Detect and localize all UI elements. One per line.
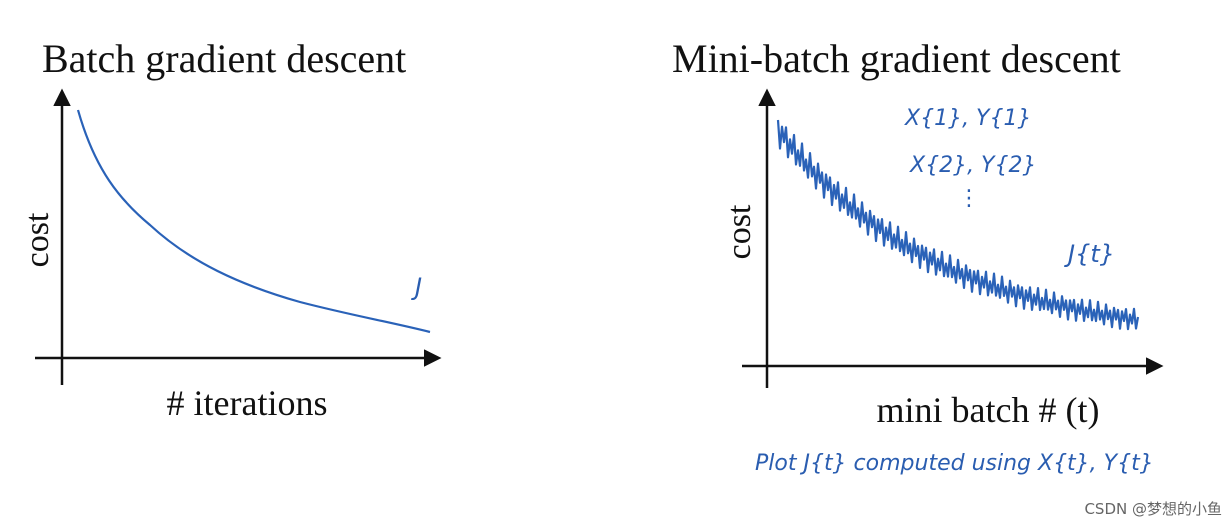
- annotation: X{2}, Y{2}: [909, 153, 1036, 178]
- cost-curve: [776, 119, 1140, 331]
- x-label: # iterations: [167, 383, 328, 423]
- curve-label: J{t}: [1064, 240, 1115, 268]
- annotation: X{1}, Y{1}: [904, 106, 1031, 131]
- y-label: cost: [721, 204, 758, 259]
- x-label: mini batch # (t): [877, 390, 1100, 430]
- left-title: Batch gradient descent: [42, 36, 406, 81]
- right-title: Mini-batch gradient descent: [672, 36, 1121, 81]
- curve-label: J: [411, 273, 422, 301]
- footer-note: Plot J{t} computed using X{t}, Y{t}: [755, 451, 1154, 476]
- cost-curve: [76, 109, 431, 334]
- annotation: ⋮: [958, 186, 980, 211]
- y-label: cost: [19, 212, 56, 267]
- watermark: CSDN @梦想的小鱼: [1084, 500, 1222, 518]
